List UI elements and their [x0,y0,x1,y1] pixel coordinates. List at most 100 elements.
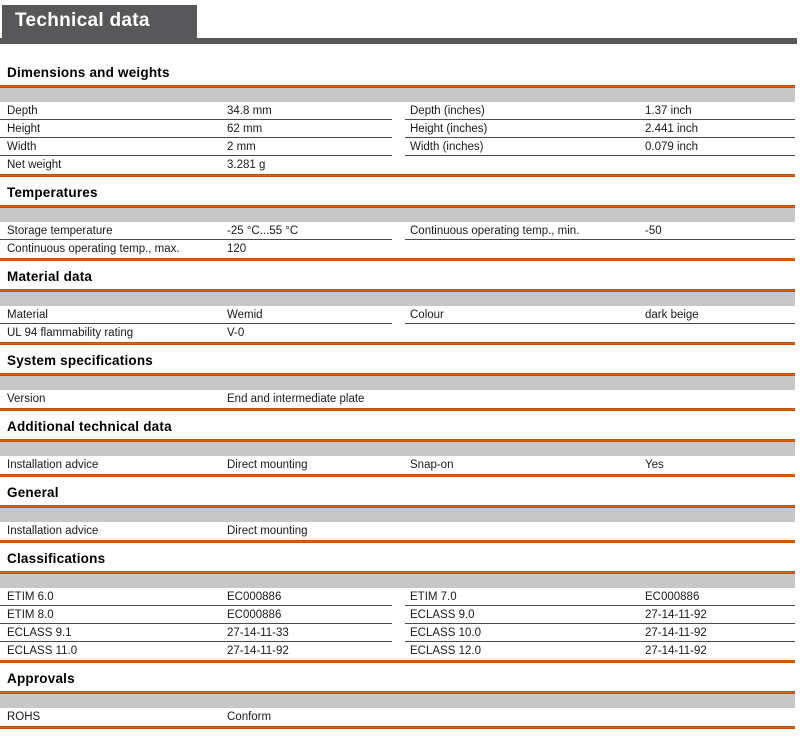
spec-section: Dimensions and weights Depth 34.8 mm Depth … [0,66,800,177]
page-title: Technical data [2,5,197,38]
spec-label: Installation advice [7,459,99,471]
section-bottom-rule [0,408,795,411]
section-top-rule [0,571,795,574]
row-left-half: Depth 34.8 mm [0,102,392,120]
spec-value: 27-14-11-92 [645,626,707,639]
spec-label: Net weight [7,159,62,171]
row-right-half [405,708,795,726]
spec-label: ECLASS 12.0 [410,645,481,657]
spec-rows: Depth 34.8 mm Depth (inches) 1.37 inch Heigh… [0,102,795,174]
spec-label: Depth (inches) [410,104,485,117]
section-heading: System specifications [7,353,154,368]
section-header-band [0,292,795,306]
spec-value: 2 mm [227,140,256,153]
row-left-half: ECLASS 11.0 27-14-11-92 [0,642,392,660]
section-bottom-rule [0,342,795,345]
spec-label: ROHS [7,711,41,723]
row-right-half: ECLASS 9.0 27-14-11-92 [405,606,795,624]
table-row: ETIM 8.0 EC000886 ECLASS 9.0 27-14-11-92 [0,606,795,624]
spec-value: EC000886 [227,590,282,603]
section-heading: General [7,485,59,500]
spec-label: Material [7,308,48,321]
row-right-half: Colour dark beige [405,306,795,324]
spec-value: 0.079 inch [645,140,699,153]
section-heading: Temperatures [7,185,98,200]
section-header-band [0,208,795,222]
section-bottom-rule [0,726,795,729]
spec-value: Direct mounting [227,459,308,471]
row-left-half: Height 62 mm [0,120,392,138]
spec-value: -50 [645,224,662,237]
table-row: Installation advice Direct mounting Snap-o… [0,456,795,474]
section-bottom-rule [0,174,795,177]
row-right-half [405,324,795,342]
spec-section: Temperatures Storage temperature -25 °C...… [0,186,800,261]
table-row: ECLASS 11.0 27-14-11-92 ECLASS 12.0 27-14-1… [0,642,795,660]
spec-label: ETIM 7.0 [410,590,457,603]
header-underline [0,38,797,44]
section-bottom-rule [0,474,795,477]
spec-label: ETIM 8.0 [7,608,54,621]
section-bottom-rule [0,660,795,663]
row-left-half: Storage temperature -25 °C...55 °C [0,222,392,240]
spec-label: UL 94 flammability rating [7,327,134,339]
spec-label: ECLASS 10.0 [410,626,481,639]
table-row: Height 62 mm Height (inches) 2.441 inch [0,120,795,138]
section-header-band [0,88,795,102]
section-heading: Material data [7,269,93,284]
table-row: ROHS Conform [0,708,795,726]
table-row: ECLASS 9.1 27-14-11-33 ECLASS 10.0 27-14-11… [0,624,795,642]
spec-section: Material data Material Wemid Colour dark bei… [0,270,800,345]
technical-data-page: Technical data Dimensions and weights Dep… [0,5,800,729]
spec-value: Yes [645,459,664,471]
spec-label: Version [7,393,46,405]
row-right-half: Continuous operating temp., min. -50 [405,222,795,240]
spec-value: 27-14-11-92 [645,645,707,657]
table-row: Width 2 mm Width (inches) 0.079 inch [0,138,795,156]
section-heading: Approvals [7,671,75,686]
spec-label: Width (inches) [410,140,484,153]
spec-value: Conform [227,711,272,723]
section-top-rule [0,85,795,88]
table-row: Material Wemid Colour dark beige [0,306,795,324]
spec-label: Height [7,122,41,135]
spec-label: ECLASS 11.0 [7,645,78,657]
spec-label: Installation advice [7,525,99,537]
spec-label: Colour [410,308,444,321]
table-row: Depth 34.8 mm Depth (inches) 1.37 inch [0,102,795,120]
section-bottom-rule [0,258,795,261]
spec-section: General Installation advice Direct mountin… [0,486,800,543]
section-top-rule [0,691,795,694]
row-left-half: ETIM 8.0 EC000886 [0,606,392,624]
spec-rows: Installation advice Direct mounting [0,522,795,540]
spec-label: ETIM 6.0 [7,590,54,603]
spec-rows: Storage temperature -25 °C...55 °C Continu… [0,222,795,258]
spec-value: 34.8 mm [227,104,272,117]
spec-label: Depth [7,104,38,117]
sections-container: Dimensions and weights Depth 34.8 mm Depth … [0,66,800,729]
spec-value: 2.441 inch [645,122,699,135]
section-top-rule [0,289,795,292]
spec-section: Additional technical data Installation ad… [0,420,800,477]
row-left-half: UL 94 flammability rating V-0 [0,324,392,342]
spec-value: dark beige [645,308,699,321]
row-left-half: Width 2 mm [0,138,392,156]
section-header-band [0,574,795,588]
spec-value: EC000886 [227,608,282,621]
row-right-half: Snap-on Yes [405,456,795,474]
row-right-half: ETIM 7.0 EC000886 [405,588,795,606]
section-heading: Classifications [7,551,106,566]
spec-value: 120 [227,243,247,255]
section-top-rule [0,505,795,508]
table-row: ETIM 6.0 EC000886 ETIM 7.0 EC000886 [0,588,795,606]
spec-rows: ETIM 6.0 EC000886 ETIM 7.0 EC000886 ETIM 8.0… [0,588,795,660]
spec-value: Wemid [227,308,263,321]
spec-value: -25 °C...55 °C [227,224,299,237]
section-heading: Dimensions and weights [7,65,170,80]
row-right-half: Depth (inches) 1.37 inch [405,102,795,120]
spec-rows: Version End and intermediate plate [0,390,795,408]
section-top-rule [0,205,795,208]
table-row: Storage temperature -25 °C...55 °C Continu… [0,222,795,240]
spec-value: 62 mm [227,122,263,135]
spec-value: End and intermediate plate [227,393,365,405]
